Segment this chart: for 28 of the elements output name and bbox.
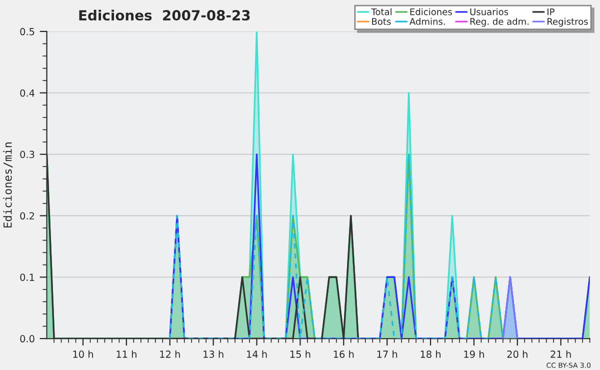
y-tick-label: 0.2: [20, 212, 34, 220]
x-tick-label: 16 h: [334, 350, 354, 358]
y-tick-label: 0.5: [20, 28, 34, 36]
x-tick-label: 12 h: [160, 350, 180, 358]
legend-label: Registros: [548, 18, 588, 27]
y-tick-label: 0.0: [20, 335, 34, 342]
x-tick-label: 18 h: [420, 350, 441, 358]
x-tick-label: 19 h: [464, 350, 484, 358]
x-tick-label: 20 h: [507, 350, 528, 358]
legend-label: Usuarios: [470, 8, 508, 16]
legend-label: Admins.: [410, 18, 445, 25]
x-tick-label: 13 h: [204, 350, 224, 358]
x-tick-label: 14 h: [247, 350, 267, 358]
x-tick-label: 21 h: [550, 350, 571, 358]
y-tick-label: 0.4: [20, 89, 34, 97]
x-tick-label: 15 h: [290, 350, 310, 358]
legend-label: Bots: [372, 18, 391, 25]
x-tick-label: 11 h: [116, 350, 136, 358]
legend-label: Ediciones: [410, 8, 452, 16]
y-tick-label: 0.1: [20, 274, 34, 281]
legend-label: Total: [371, 8, 392, 16]
y-axis-title: Ediciones/min: [3, 142, 13, 228]
legend-label: IP: [548, 8, 554, 16]
y-tick-label: 0.3: [20, 150, 34, 158]
x-tick-label: 17 h: [377, 350, 398, 358]
chart-title: Ediciones 2007-08-23: [79, 10, 250, 21]
legend-label: Reg. de adm.: [470, 18, 529, 27]
x-tick-label: 10 h: [73, 350, 93, 358]
